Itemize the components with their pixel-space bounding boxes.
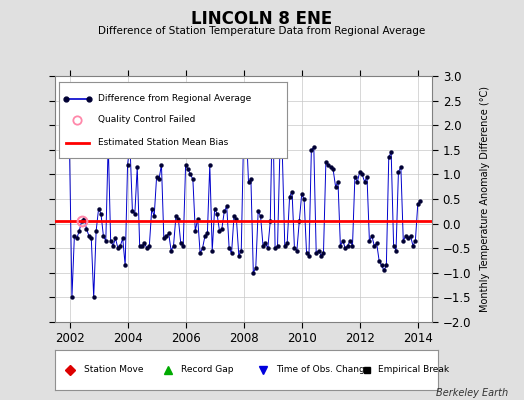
Text: Station Move: Station Move xyxy=(84,366,143,374)
Text: Empirical Break: Empirical Break xyxy=(378,366,450,374)
Text: Difference of Station Temperature Data from Regional Average: Difference of Station Temperature Data f… xyxy=(99,26,425,36)
Text: Berkeley Earth: Berkeley Earth xyxy=(436,388,508,398)
Text: Estimated Station Mean Bias: Estimated Station Mean Bias xyxy=(98,138,228,147)
Y-axis label: Monthly Temperature Anomaly Difference (°C): Monthly Temperature Anomaly Difference (… xyxy=(479,86,489,312)
Text: LINCOLN 8 ENE: LINCOLN 8 ENE xyxy=(191,10,333,28)
Text: Time of Obs. Change: Time of Obs. Change xyxy=(276,366,370,374)
Text: Difference from Regional Average: Difference from Regional Average xyxy=(98,94,251,103)
Text: Quality Control Failed: Quality Control Failed xyxy=(98,116,195,124)
Text: Record Gap: Record Gap xyxy=(181,366,234,374)
